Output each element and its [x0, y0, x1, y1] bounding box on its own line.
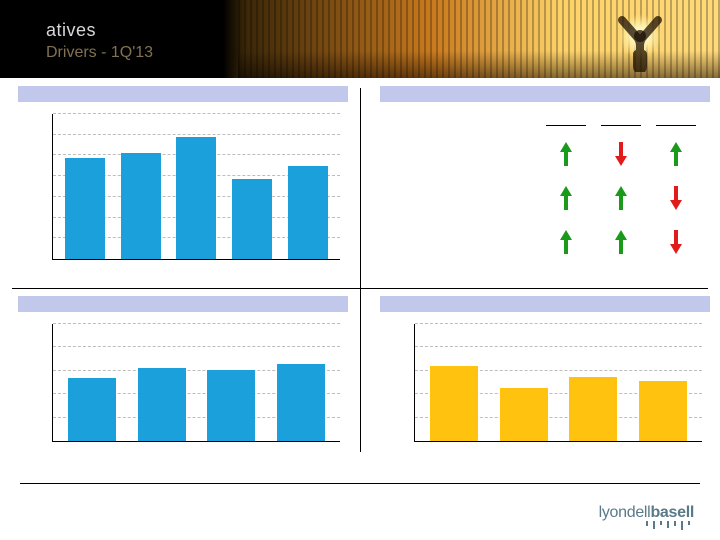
logo-tick	[660, 521, 662, 525]
arrow-column-header	[546, 116, 586, 126]
panel-header	[18, 296, 348, 312]
footer-logo: lyondellbasell	[599, 504, 694, 522]
bar	[277, 364, 325, 441]
banner-subtitle: Drivers - 1Q'13	[46, 44, 153, 62]
content-area: lyondellbasell	[0, 78, 720, 540]
footer-logo-ticks	[646, 521, 690, 530]
arrow-up-icon	[546, 140, 586, 168]
bar	[65, 158, 105, 260]
panel-top-left	[18, 86, 348, 282]
bar-chart	[398, 324, 702, 456]
logo-tick	[667, 521, 669, 528]
logo-tick	[688, 521, 690, 525]
bar	[288, 166, 328, 259]
arrow-down-icon	[656, 228, 696, 256]
bar-chart	[36, 324, 340, 456]
logo-text-bold: basell	[650, 504, 694, 521]
header-banner: atives Drivers - 1Q'13	[0, 0, 720, 78]
logo-tick	[681, 521, 683, 530]
bar	[500, 388, 548, 441]
logo-tick	[653, 521, 655, 529]
arrow-row	[546, 176, 696, 220]
banner-figure	[604, 6, 676, 72]
bar	[138, 368, 186, 441]
panel-header	[18, 86, 348, 102]
panel-header	[380, 296, 710, 312]
bar-chart	[36, 114, 340, 274]
arrow-column-header	[656, 116, 696, 126]
arrow-up-icon	[546, 228, 586, 256]
arrow-up-icon	[546, 184, 586, 212]
arrow-down-icon	[656, 184, 696, 212]
bar	[121, 153, 161, 259]
logo-text-light: lyondell	[599, 504, 651, 521]
arrow-row	[546, 132, 696, 176]
bar	[68, 378, 116, 441]
arrow-row	[546, 220, 696, 264]
arrow-up-icon	[601, 184, 641, 212]
arrow-column-header	[601, 116, 641, 126]
panel-bottom-right	[380, 296, 710, 464]
bar	[639, 381, 687, 441]
bar	[207, 370, 255, 441]
footer-separator	[20, 483, 700, 484]
panel-top-right	[380, 86, 710, 282]
arrow-down-icon	[601, 140, 641, 168]
logo-tick	[674, 521, 676, 526]
arrow-up-icon	[601, 228, 641, 256]
horizontal-separator	[12, 288, 708, 289]
bar	[430, 366, 478, 441]
bar	[569, 377, 617, 441]
panel-header	[380, 86, 710, 102]
banner-title: atives	[46, 20, 96, 41]
arrow-table	[546, 116, 696, 264]
bar	[176, 137, 216, 259]
logo-tick	[646, 521, 648, 526]
panel-bottom-left	[18, 296, 348, 464]
arrow-up-icon	[656, 140, 696, 168]
vertical-separator	[360, 88, 361, 452]
bar	[232, 179, 272, 259]
